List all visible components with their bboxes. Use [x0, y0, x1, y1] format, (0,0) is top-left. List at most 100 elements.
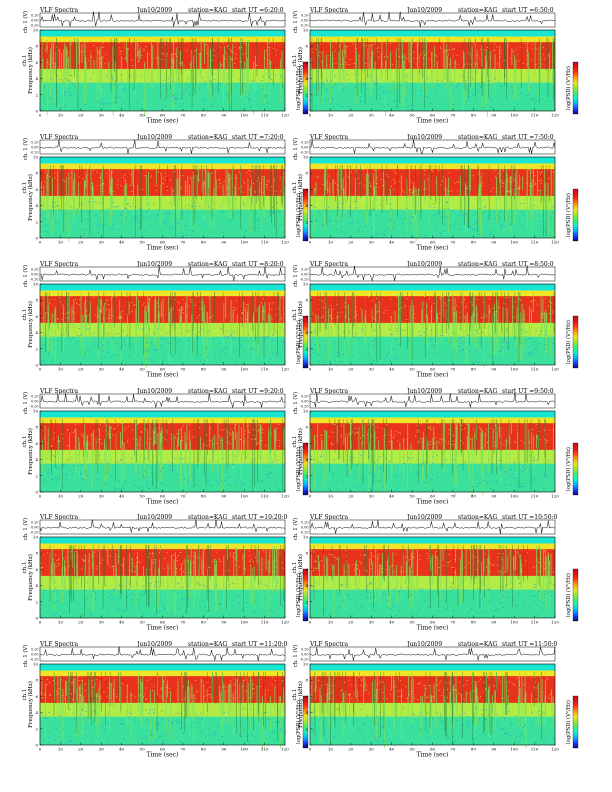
x-tick-label: 40: [389, 747, 395, 752]
x-axis-label: Time (sec): [417, 625, 449, 632]
spectra-panel: VLF Spectra Jun10/2009 station=KAG start UT…: [292, 7, 579, 125]
waveform-tick-label: -0.20: [300, 530, 308, 534]
spec-y-label-frequency: Frequency (kHz): [27, 681, 34, 728]
x-tick-label: 0: [309, 747, 312, 752]
x-tick-label: 10: [328, 747, 334, 752]
spectra-panel: VLF Spectra Jun10/2009 station=KAG start UT…: [292, 261, 579, 379]
x-tick-label: 60: [160, 367, 166, 372]
x-tick-label: 30: [369, 620, 375, 625]
x-tick-label: 110: [531, 747, 539, 752]
panel-station: station=KAG: [458, 134, 497, 141]
panel-title: VLF Spectra: [309, 261, 349, 268]
waveform-tick-label: -0.20: [30, 404, 38, 408]
panel-title: VLF Spectra: [39, 514, 79, 521]
spec-y-tick-label: 8: [305, 678, 308, 683]
x-tick-label: 10: [58, 494, 64, 499]
x-tick-label: 30: [99, 367, 105, 372]
x-axis-label: Time (sec): [147, 752, 179, 759]
x-tick-label: 80: [471, 747, 477, 752]
spec-y-tick-label: 10: [303, 155, 309, 160]
x-tick-label: 0: [309, 494, 312, 499]
spec-y-tick-label: 2: [305, 599, 308, 604]
spec-y-tick-label: 6: [305, 694, 308, 699]
x-tick-label: 0: [309, 620, 312, 625]
colorbar-label: log(PSD) (V²/Hz): [565, 193, 572, 237]
spec-y-tick-label: 10: [303, 409, 309, 414]
waveform-tick-label: 0.20: [301, 647, 308, 651]
x-tick-label: 10: [328, 620, 334, 625]
x-tick-label: 10: [328, 494, 334, 499]
waveform-tick-label: 0.00: [31, 525, 38, 529]
spec-y-tick-label: 8: [305, 425, 308, 430]
colorbar-label: log(PSD) (V²/Hz): [295, 66, 302, 110]
waveform-tick-label: 0.00: [31, 272, 38, 276]
waveform-y-label: ch. 1 (V): [22, 645, 29, 667]
x-tick-label: 80: [471, 113, 477, 118]
x-tick-label: 100: [240, 494, 248, 499]
x-tick-label: 70: [180, 113, 186, 118]
spec-y-tick-label: 8: [305, 44, 308, 49]
x-tick-label: 20: [78, 113, 84, 118]
x-tick-label: 30: [369, 494, 375, 499]
colorbar-label: log(PSD) (V²/Hz): [565, 320, 572, 364]
spec-y-label-frequency: Frequency (kHz): [27, 301, 34, 348]
x-tick-label: 40: [389, 367, 395, 372]
spec-y-tick-label: 8: [35, 171, 38, 176]
x-tick-label: 50: [140, 113, 146, 118]
spec-y-tick-label: 2: [305, 473, 308, 478]
panel-station: station=KAG: [188, 261, 227, 268]
spec-y-tick-label: 0: [305, 109, 308, 114]
spec-y-label-frequency: Frequency (kHz): [297, 428, 304, 475]
waveform-tick-label: -0.20: [30, 530, 38, 534]
spectra-panel: VLF Spectra Jun10/2009 station=KAG start UT…: [22, 641, 309, 759]
spec-y-tick-label: 8: [35, 551, 38, 556]
x-tick-label: 70: [180, 240, 186, 245]
spec-y-tick-label: 10: [33, 662, 39, 667]
x-axis-label: Time (sec): [417, 118, 449, 125]
x-tick-label: 90: [221, 240, 227, 245]
waveform-tick-label: 0.20: [31, 647, 38, 651]
panel-start-time: start UT =9:50:0: [502, 388, 554, 395]
panel-station: station=KAG: [188, 514, 227, 521]
spec-y-tick-label: 0: [35, 616, 38, 621]
x-tick-label: 60: [430, 240, 436, 245]
spectrogram: 0 2 4 6 8 10 ch.1 Frequency (kHz) 0 10 20 30 40 50 60 7…: [292, 282, 559, 379]
spec-y-tick-label: 10: [33, 155, 39, 160]
x-tick-label: 100: [510, 240, 518, 245]
colorbar: log(PSD) (V²/Hz): [295, 315, 309, 369]
panel-station: station=KAG: [188, 388, 227, 395]
x-tick-label: 120: [281, 494, 289, 499]
waveform-tick-label: 0.20: [301, 267, 308, 271]
waveform-tick-label: -0.20: [300, 657, 308, 661]
colorbar-label: log(PSD) (V²/Hz): [295, 193, 302, 237]
x-tick-label: 100: [240, 620, 248, 625]
x-tick-label: 30: [369, 240, 375, 245]
waveform-tick-label: 0.20: [31, 140, 38, 144]
panel-date: Jun10/2009: [136, 134, 172, 141]
panel-date: Jun10/2009: [406, 388, 442, 395]
x-tick-label: 80: [471, 494, 477, 499]
spec-y-tick-label: 2: [305, 726, 308, 731]
x-tick-label: 110: [531, 367, 539, 372]
waveform-tick-label: 0.20: [301, 394, 308, 398]
x-tick-label: 70: [450, 494, 456, 499]
spec-y-tick-label: 10: [303, 28, 309, 33]
panel-station: station=KAG: [188, 7, 227, 14]
panel-date: Jun10/2009: [406, 7, 442, 14]
spec-y-tick-label: 4: [35, 457, 38, 462]
panel-start-time: start UT =6:20:0: [232, 7, 284, 14]
x-tick-label: 110: [261, 747, 269, 752]
panel-start-time: start UT =9:20:0: [232, 388, 284, 395]
x-tick-label: 70: [450, 747, 456, 752]
waveform-tick-label: 0.20: [301, 520, 308, 524]
x-tick-label: 100: [510, 494, 518, 499]
x-tick-label: 80: [471, 367, 477, 372]
x-tick-label: 110: [261, 113, 269, 118]
panel-start-time: start UT =11:20:0: [232, 641, 288, 648]
spec-y-tick-label: 10: [33, 535, 39, 540]
